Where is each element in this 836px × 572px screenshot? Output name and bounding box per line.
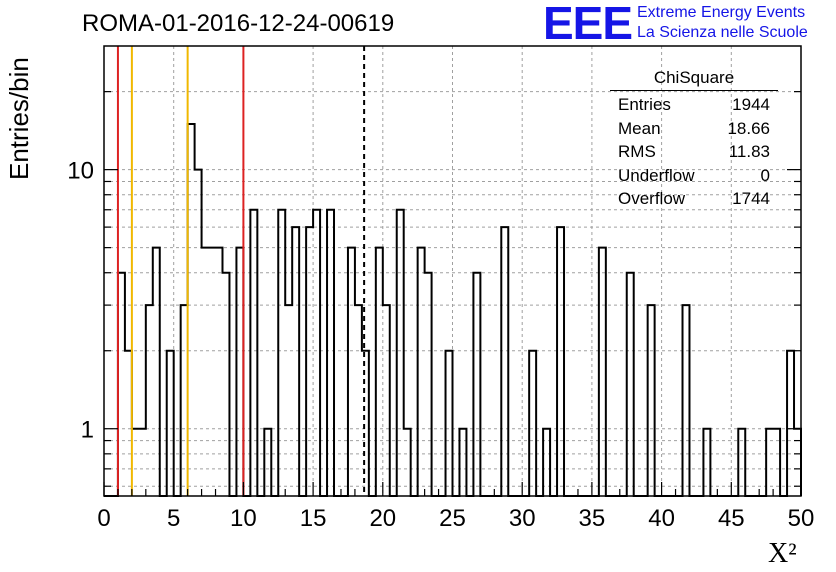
- histogram-bin: [306, 227, 313, 496]
- histogram-bin: [529, 351, 536, 496]
- x-tick-label: 25: [439, 505, 466, 532]
- histogram-bin: [222, 273, 229, 496]
- stats-label: Overflow: [618, 189, 686, 208]
- x-tick-label: 35: [579, 505, 606, 532]
- histogram-bin: [348, 248, 355, 496]
- histogram-bin: [153, 248, 160, 496]
- stats-box-title: ChiSquare: [610, 66, 778, 91]
- histogram-bin: [355, 305, 362, 496]
- page-title: ROMA-01-2016-12-24-00619: [82, 10, 395, 37]
- x-tick-label: 0: [97, 505, 110, 532]
- stats-row-mean: Mean 18.66: [610, 117, 778, 141]
- histogram-bin: [473, 273, 480, 496]
- histogram-bin: [278, 210, 285, 496]
- histogram-bin: [209, 248, 216, 496]
- stats-value: 0: [760, 165, 770, 185]
- stats-value: 1744: [732, 189, 770, 208]
- histogram-bin: [397, 210, 404, 496]
- histogram-bin: [418, 248, 425, 496]
- eee-logo: EEE: [543, 0, 633, 49]
- histogram-bin: [125, 351, 132, 496]
- histogram-bin: [599, 248, 606, 496]
- x-tick-label: 20: [369, 505, 396, 532]
- stats-label: Entries: [618, 95, 671, 114]
- org-name-line1: Extreme Energy Events: [637, 4, 806, 21]
- histogram-bin: [285, 305, 292, 496]
- histogram-bin: [292, 227, 299, 496]
- histogram-bin: [787, 351, 794, 496]
- histogram-bin: [146, 305, 153, 496]
- x-axis-label: X²: [768, 538, 797, 569]
- histogram-bin: [627, 273, 634, 496]
- org-name-line2: La Scienza nelle Scuole: [637, 24, 808, 41]
- threshold-lines: [116, 46, 366, 496]
- x-tick-label: 10: [230, 505, 257, 532]
- x-tick-label: 40: [648, 505, 675, 532]
- histogram-bin: [250, 210, 257, 496]
- stats-label: Underflow: [618, 165, 695, 185]
- histogram-bin: [501, 227, 508, 496]
- histogram-bin: [327, 210, 334, 496]
- histogram-bin: [167, 351, 174, 496]
- histogram-bin: [195, 170, 202, 496]
- y-tick-label: 10: [67, 158, 94, 185]
- histogram-bin: [446, 351, 453, 496]
- histogram-bin: [313, 210, 320, 496]
- axis-ticks: [103, 91, 802, 496]
- x-tick-label: 45: [718, 505, 745, 532]
- x-tick-label: 5: [167, 505, 180, 532]
- histogram-bin: [181, 305, 188, 496]
- stats-row-rms: RMS 11.83: [610, 140, 778, 164]
- histogram-bin: [376, 248, 383, 496]
- y-tick-label: 1: [81, 417, 94, 444]
- stats-value: 18.66: [727, 118, 770, 138]
- stats-row-overflow: Overflow 1744: [610, 187, 778, 211]
- stats-value: 11.83: [728, 142, 770, 161]
- histogram-bin: [236, 248, 243, 496]
- histogram-bin: [216, 248, 223, 496]
- histogram-bin: [425, 273, 432, 496]
- histogram-bin: [557, 227, 564, 496]
- stats-value: 1944: [732, 95, 770, 114]
- histogram-bin: [383, 305, 390, 496]
- histogram-bin: [202, 248, 209, 496]
- histogram-bin: [118, 273, 125, 496]
- histogram-bin: [362, 351, 369, 496]
- histogram-bin: [683, 305, 690, 496]
- stats-box: ChiSquare Entries 1944 Mean 18.66 RMS 11.83…: [610, 66, 778, 211]
- stats-row-underflow: Underflow 0: [610, 164, 778, 188]
- histogram-bin: [648, 305, 655, 496]
- x-tick-label: 30: [509, 505, 536, 532]
- stats-label: Mean: [618, 118, 661, 138]
- stats-row-entries: Entries 1944: [610, 93, 778, 117]
- x-tick-label: 50: [788, 505, 815, 532]
- x-tick-label: 15: [300, 505, 327, 532]
- stats-label: RMS: [618, 142, 656, 161]
- axis-tick-labels: 0 5 10 15 20 25 30 35 40 45 50 1 10: [67, 158, 814, 532]
